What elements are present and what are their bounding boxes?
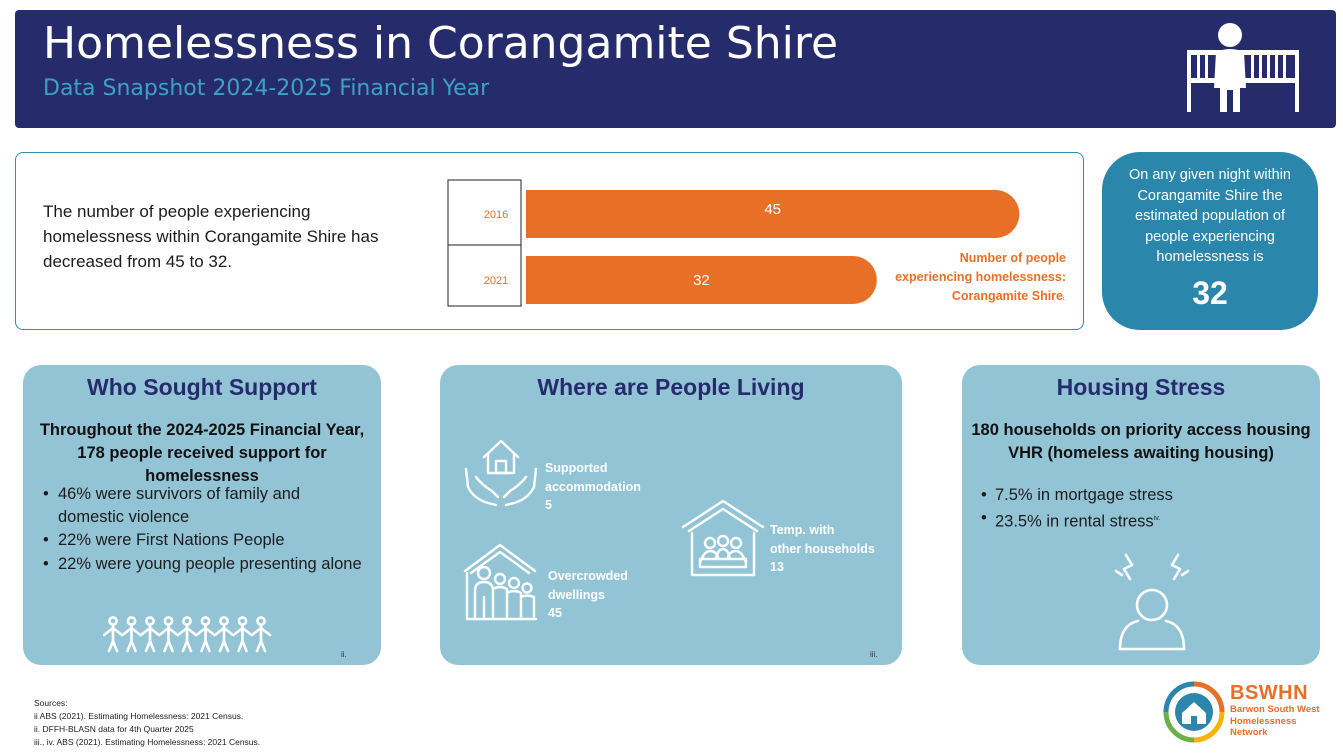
series-label-line-2: experiencing homelessness: bbox=[895, 270, 1066, 284]
people-row-icon bbox=[103, 616, 272, 653]
support-bullet: 46% were survivors of family and domesti… bbox=[43, 483, 363, 529]
house-in-hands-icon bbox=[464, 439, 538, 507]
living-item-overcrowded: Overcrowded dwellings 45 bbox=[548, 567, 628, 623]
living-card: Where are People Living Supported accomm… bbox=[440, 365, 902, 665]
logo-full-name: Barwon South West Homelessness Network bbox=[1230, 704, 1320, 739]
support-bullet: 22% were young people presenting alone bbox=[43, 553, 363, 576]
logo-name-line: Homelessness bbox=[1230, 715, 1297, 727]
bar-data-label: 32 bbox=[693, 272, 710, 289]
living-item-label-line: Temp. with bbox=[770, 523, 835, 537]
sources-heading: Sources: bbox=[34, 698, 68, 708]
category-axis-box bbox=[447, 179, 522, 307]
logo-name-line: Network bbox=[1230, 727, 1268, 738]
person-on-bench-icon bbox=[1187, 23, 1299, 112]
living-item-temp: Temp. with other households 13 bbox=[770, 521, 875, 577]
stress-footnote-mark: iv. bbox=[1153, 515, 1161, 522]
series-label-line-3: Corangamite Shirei. bbox=[874, 287, 1066, 309]
chart-series-label: Number of people experiencing homelessne… bbox=[874, 249, 1066, 309]
night-estimate-card: On any given night within Corangamite Sh… bbox=[1102, 152, 1318, 330]
support-title: Who Sought Support bbox=[87, 374, 317, 400]
housing-stress-card: Housing Stress 180 households on priorit… bbox=[962, 365, 1320, 665]
stress-bullets: 7.5% in mortgage stress 23.5% in rental … bbox=[981, 484, 1301, 534]
living-item-label-line: other households bbox=[770, 541, 875, 556]
stress-bullet: 7.5% in mortgage stress bbox=[981, 484, 1301, 507]
bar-2021 bbox=[526, 256, 877, 304]
page-subtitle: Data Snapshot 2024-2025 Financial Year bbox=[43, 76, 490, 101]
chart-footnote-mark: i. bbox=[1063, 296, 1066, 302]
support-lead: Throughout the 2024-2025 Financial Year,… bbox=[39, 421, 365, 485]
support-card: Who Sought Support Throughout the 2024-2… bbox=[23, 365, 381, 665]
bar-chart-svg: 2016 45 2021 32 bbox=[447, 179, 1020, 307]
bswhn-logo: BSWHN Barwon South West Homelessness Net… bbox=[1162, 680, 1332, 748]
crowded-house-icon bbox=[463, 543, 538, 621]
header-banner: Homelessness in Corangamite Shire Data S… bbox=[15, 10, 1336, 128]
series-label-line-1: Number of people bbox=[959, 251, 1066, 265]
night-estimate-value: 32 bbox=[1192, 275, 1228, 311]
page-title: Homelessness in Corangamite Shire bbox=[43, 18, 839, 69]
logo-ring-icon bbox=[1163, 681, 1225, 743]
living-item-label-line: accommodation bbox=[545, 479, 641, 494]
living-item-value: 45 bbox=[548, 606, 562, 620]
source-line: ii ABS (2021). Estimating Homelessness: … bbox=[34, 711, 244, 721]
stressed-person-icon bbox=[1114, 553, 1190, 651]
night-estimate-text: On any given night within Corangamite Sh… bbox=[1128, 167, 1291, 265]
series-label-line-3-text: Corangamite Shire bbox=[951, 289, 1063, 303]
support-footnote: ii. bbox=[341, 650, 347, 659]
trend-card: The number of people experiencing homele… bbox=[15, 152, 1084, 330]
sources: Sources: ii ABS (2021). Estimating Homel… bbox=[34, 697, 260, 749]
source-line: iii., iv. ABS (2021). Estimating Homeles… bbox=[34, 737, 261, 747]
stress-title: Housing Stress bbox=[1056, 374, 1226, 400]
stress-bullet: 23.5% in rental stressiv. bbox=[981, 507, 1301, 534]
living-item-supported: Supported accommodation 5 bbox=[545, 459, 641, 515]
living-title: Where are People Living bbox=[537, 374, 805, 400]
living-item-value: 5 bbox=[545, 498, 552, 512]
logo-abbreviation: BSWHN bbox=[1230, 682, 1309, 704]
stress-bullet-text: 7.5% in mortgage stress bbox=[995, 486, 1173, 504]
living-item-label-line: Supported bbox=[545, 461, 608, 475]
stress-bullet-text: 23.5% in rental stress bbox=[995, 512, 1154, 531]
living-item-label-line: dwellings bbox=[548, 587, 605, 602]
trend-summary: The number of people experiencing homele… bbox=[43, 202, 379, 271]
living-item-label-line: Overcrowded bbox=[548, 569, 628, 583]
bar-2016 bbox=[526, 190, 1020, 238]
homelessness-bar-chart: 2016 45 2021 32 bbox=[446, 179, 1086, 309]
living-footnote: iii. bbox=[870, 650, 878, 659]
bar-data-label: 45 bbox=[764, 201, 781, 218]
living-item-value: 13 bbox=[770, 560, 784, 574]
support-bullet: 22% were First Nations People bbox=[43, 529, 363, 552]
category-tick-label: 2021 bbox=[484, 275, 508, 287]
category-tick-label: 2016 bbox=[484, 209, 508, 221]
logo-name-line: Barwon South West bbox=[1230, 704, 1320, 715]
house-with-people-icon bbox=[681, 499, 765, 577]
stress-lead: 180 households on priority access housin… bbox=[971, 421, 1311, 462]
source-line: ii. DFFH-BLASN data for 4th Quarter 2025 bbox=[34, 724, 194, 734]
support-bullets: 46% were survivors of family and domesti… bbox=[43, 483, 363, 576]
